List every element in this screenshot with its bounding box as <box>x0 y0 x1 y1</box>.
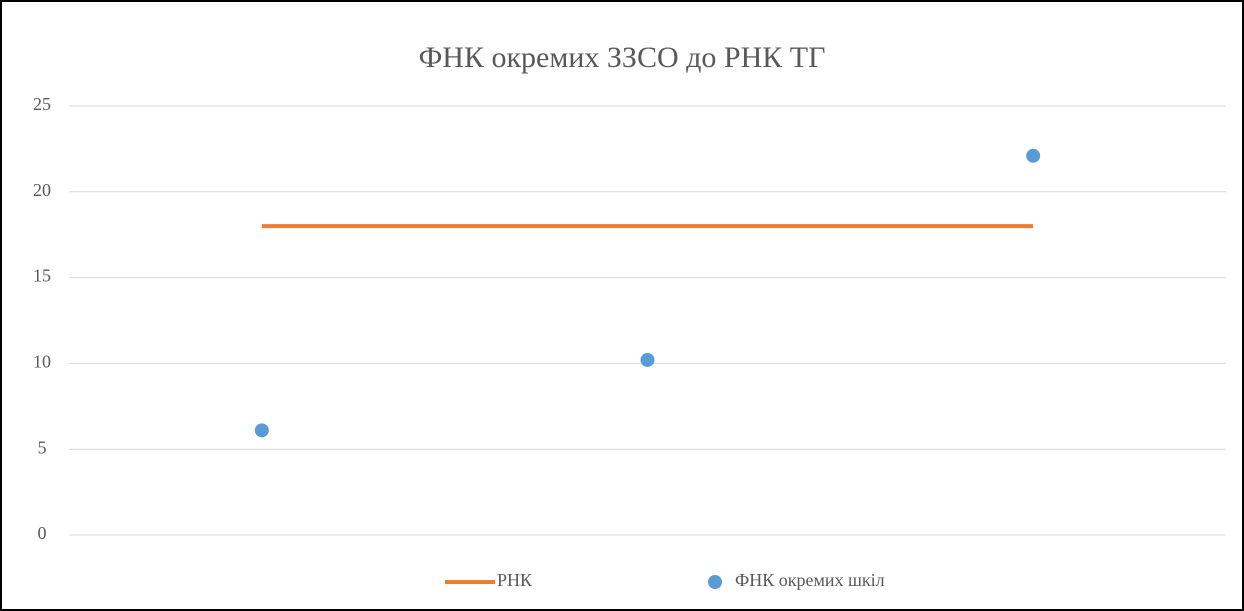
legend-label: ФНК окремих шкіл <box>735 570 885 590</box>
y-tick-label: 10 <box>33 352 51 372</box>
y-tick-label: 20 <box>33 180 51 200</box>
y-tick-label: 25 <box>33 94 51 114</box>
scatter-point <box>640 352 655 367</box>
legend-label: РНК <box>497 570 533 590</box>
legend-swatch <box>708 575 722 589</box>
y-tick-label: 5 <box>38 437 47 457</box>
scatter-point <box>1026 148 1041 163</box>
scatter-point <box>254 423 269 438</box>
chart-title: ФНК окремих ЗЗСО до РНК ТГ <box>419 41 826 74</box>
y-tick-label: 0 <box>38 523 47 543</box>
y-tick-label: 15 <box>33 266 51 286</box>
